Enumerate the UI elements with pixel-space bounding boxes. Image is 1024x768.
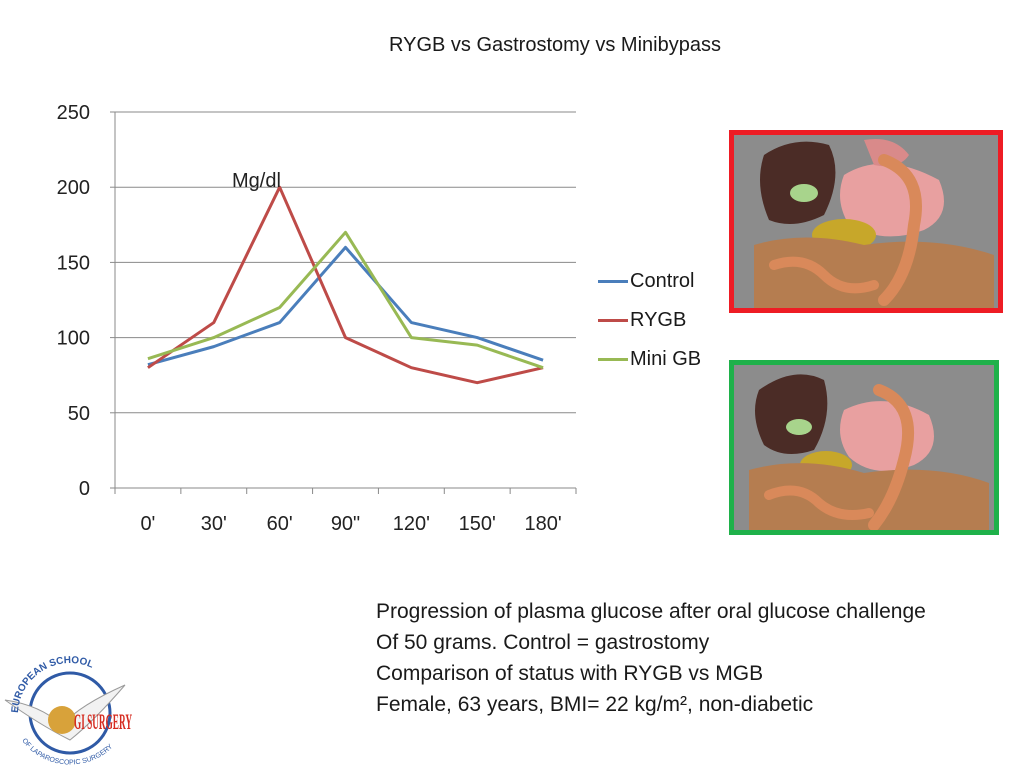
anatomy-rygb-illustration bbox=[734, 135, 998, 308]
y-tick-label: 100 bbox=[57, 328, 90, 350]
x-tick-label: 180' bbox=[524, 513, 561, 535]
caption-line: Progression of plasma glucose after oral… bbox=[376, 600, 926, 623]
legend-label: Control bbox=[630, 270, 695, 292]
legend-item: RYGB bbox=[598, 301, 701, 340]
chart-axes bbox=[110, 111, 577, 494]
series-line-control bbox=[147, 245, 544, 367]
anatomy-mgb-illustration bbox=[734, 365, 994, 530]
mgb-anatomy-image bbox=[729, 360, 999, 535]
y-tick-label: 150 bbox=[57, 252, 90, 274]
legend-swatch bbox=[598, 319, 628, 322]
y-tick-label: 50 bbox=[68, 403, 90, 425]
legend-item: Mini GB bbox=[598, 340, 701, 379]
caption-line: Comparison of status with RYGB vs MGB bbox=[376, 662, 764, 685]
x-tick-label: 120' bbox=[393, 513, 430, 535]
x-tick-label: 60' bbox=[267, 513, 293, 535]
caption-line: Of 50 grams. Control = gastrostomy bbox=[376, 631, 710, 654]
legend-label: RYGB bbox=[630, 309, 687, 331]
european-school-laparoscopic-surgery-logo: GI SURGERY EUROPEAN SCHOOL OF LAPAROSCOP… bbox=[4, 655, 132, 767]
legend-item: Control bbox=[598, 262, 701, 301]
legend-swatch bbox=[598, 280, 628, 283]
page-title: RYGB vs Gastrostomy vs Minibypass bbox=[389, 34, 721, 56]
x-tick-label: 150' bbox=[459, 513, 496, 535]
series-line-mini-gb bbox=[147, 230, 544, 370]
logo-mark-text: GI SURGERY bbox=[74, 709, 132, 734]
chart-gridlines bbox=[115, 111, 576, 414]
unit-annotation: Mg/dl bbox=[232, 170, 281, 192]
rygb-anatomy-image bbox=[729, 130, 1003, 313]
series-line-rygb bbox=[147, 185, 544, 385]
x-tick-label: 30' bbox=[201, 513, 227, 535]
caption-line: Female, 63 years, BMI= 22 kg/m², non-dia… bbox=[376, 693, 814, 716]
x-tick-label: 0' bbox=[140, 513, 155, 535]
y-tick-label: 0 bbox=[79, 478, 90, 500]
y-tick-label: 250 bbox=[57, 102, 90, 124]
y-tick-labels: 0 50 100 150 200 250 bbox=[57, 102, 90, 500]
x-tick-labels: 0' 30' 60' 90" 120' 150' 180' bbox=[140, 513, 561, 535]
legend-swatch bbox=[598, 358, 628, 361]
chart-series-lines bbox=[147, 185, 544, 385]
x-tick-label: 90" bbox=[331, 513, 360, 535]
y-tick-label: 200 bbox=[57, 177, 90, 199]
chart-legend: Control RYGB Mini GB bbox=[598, 262, 701, 379]
legend-label: Mini GB bbox=[630, 348, 702, 370]
figure-caption: Progression of plasma glucose after oral… bbox=[376, 596, 926, 720]
